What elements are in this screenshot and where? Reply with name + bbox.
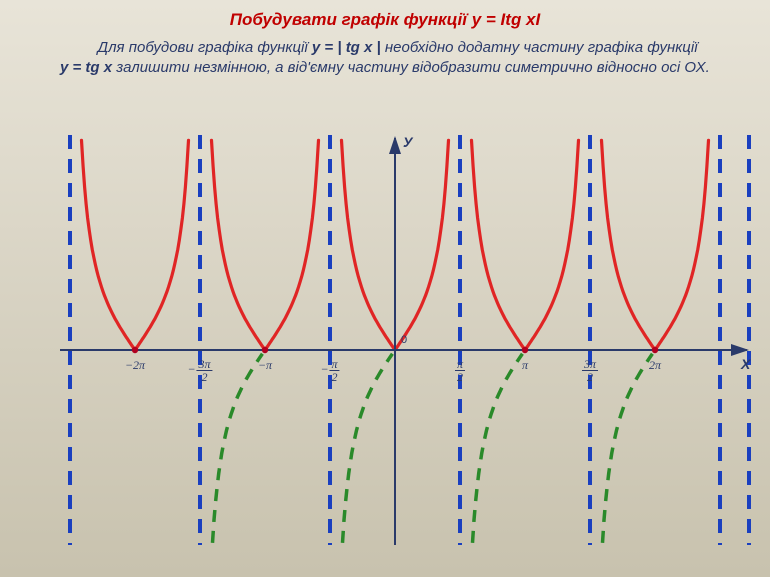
desc-mid2: залишити незмінною, а від'ємну частину в… (116, 59, 709, 76)
desc-func1: y = | tg x | (312, 39, 381, 56)
origin-label: 0 (401, 334, 407, 346)
x-tick: π (522, 358, 528, 373)
chart-area: У Х 0 −2π −3π2 −π −π2 π2 π 3π2 2π (55, 130, 755, 550)
x-tick: 3π2 (582, 358, 598, 383)
x-tick: −3π2 (187, 358, 212, 383)
desc-prefix: Для побудови графіка функції (98, 39, 312, 56)
x-tick: π2 (455, 358, 465, 383)
x-tick: −2π (125, 358, 145, 373)
x-tick: −π2 (320, 358, 339, 383)
y-axis-label: У (403, 134, 412, 150)
description: Для побудови графіка функції y = | tg x … (60, 38, 710, 79)
desc-func2: y = tg x (60, 59, 116, 76)
page-title: Побудувати графік функції y = Іtg xІ (0, 10, 770, 30)
x-tick: −π (258, 358, 272, 373)
x-tick: 2π (649, 358, 661, 373)
desc-mid1: необхідно додатну частину графіка функці… (385, 39, 698, 56)
x-axis-label: Х (741, 356, 750, 372)
